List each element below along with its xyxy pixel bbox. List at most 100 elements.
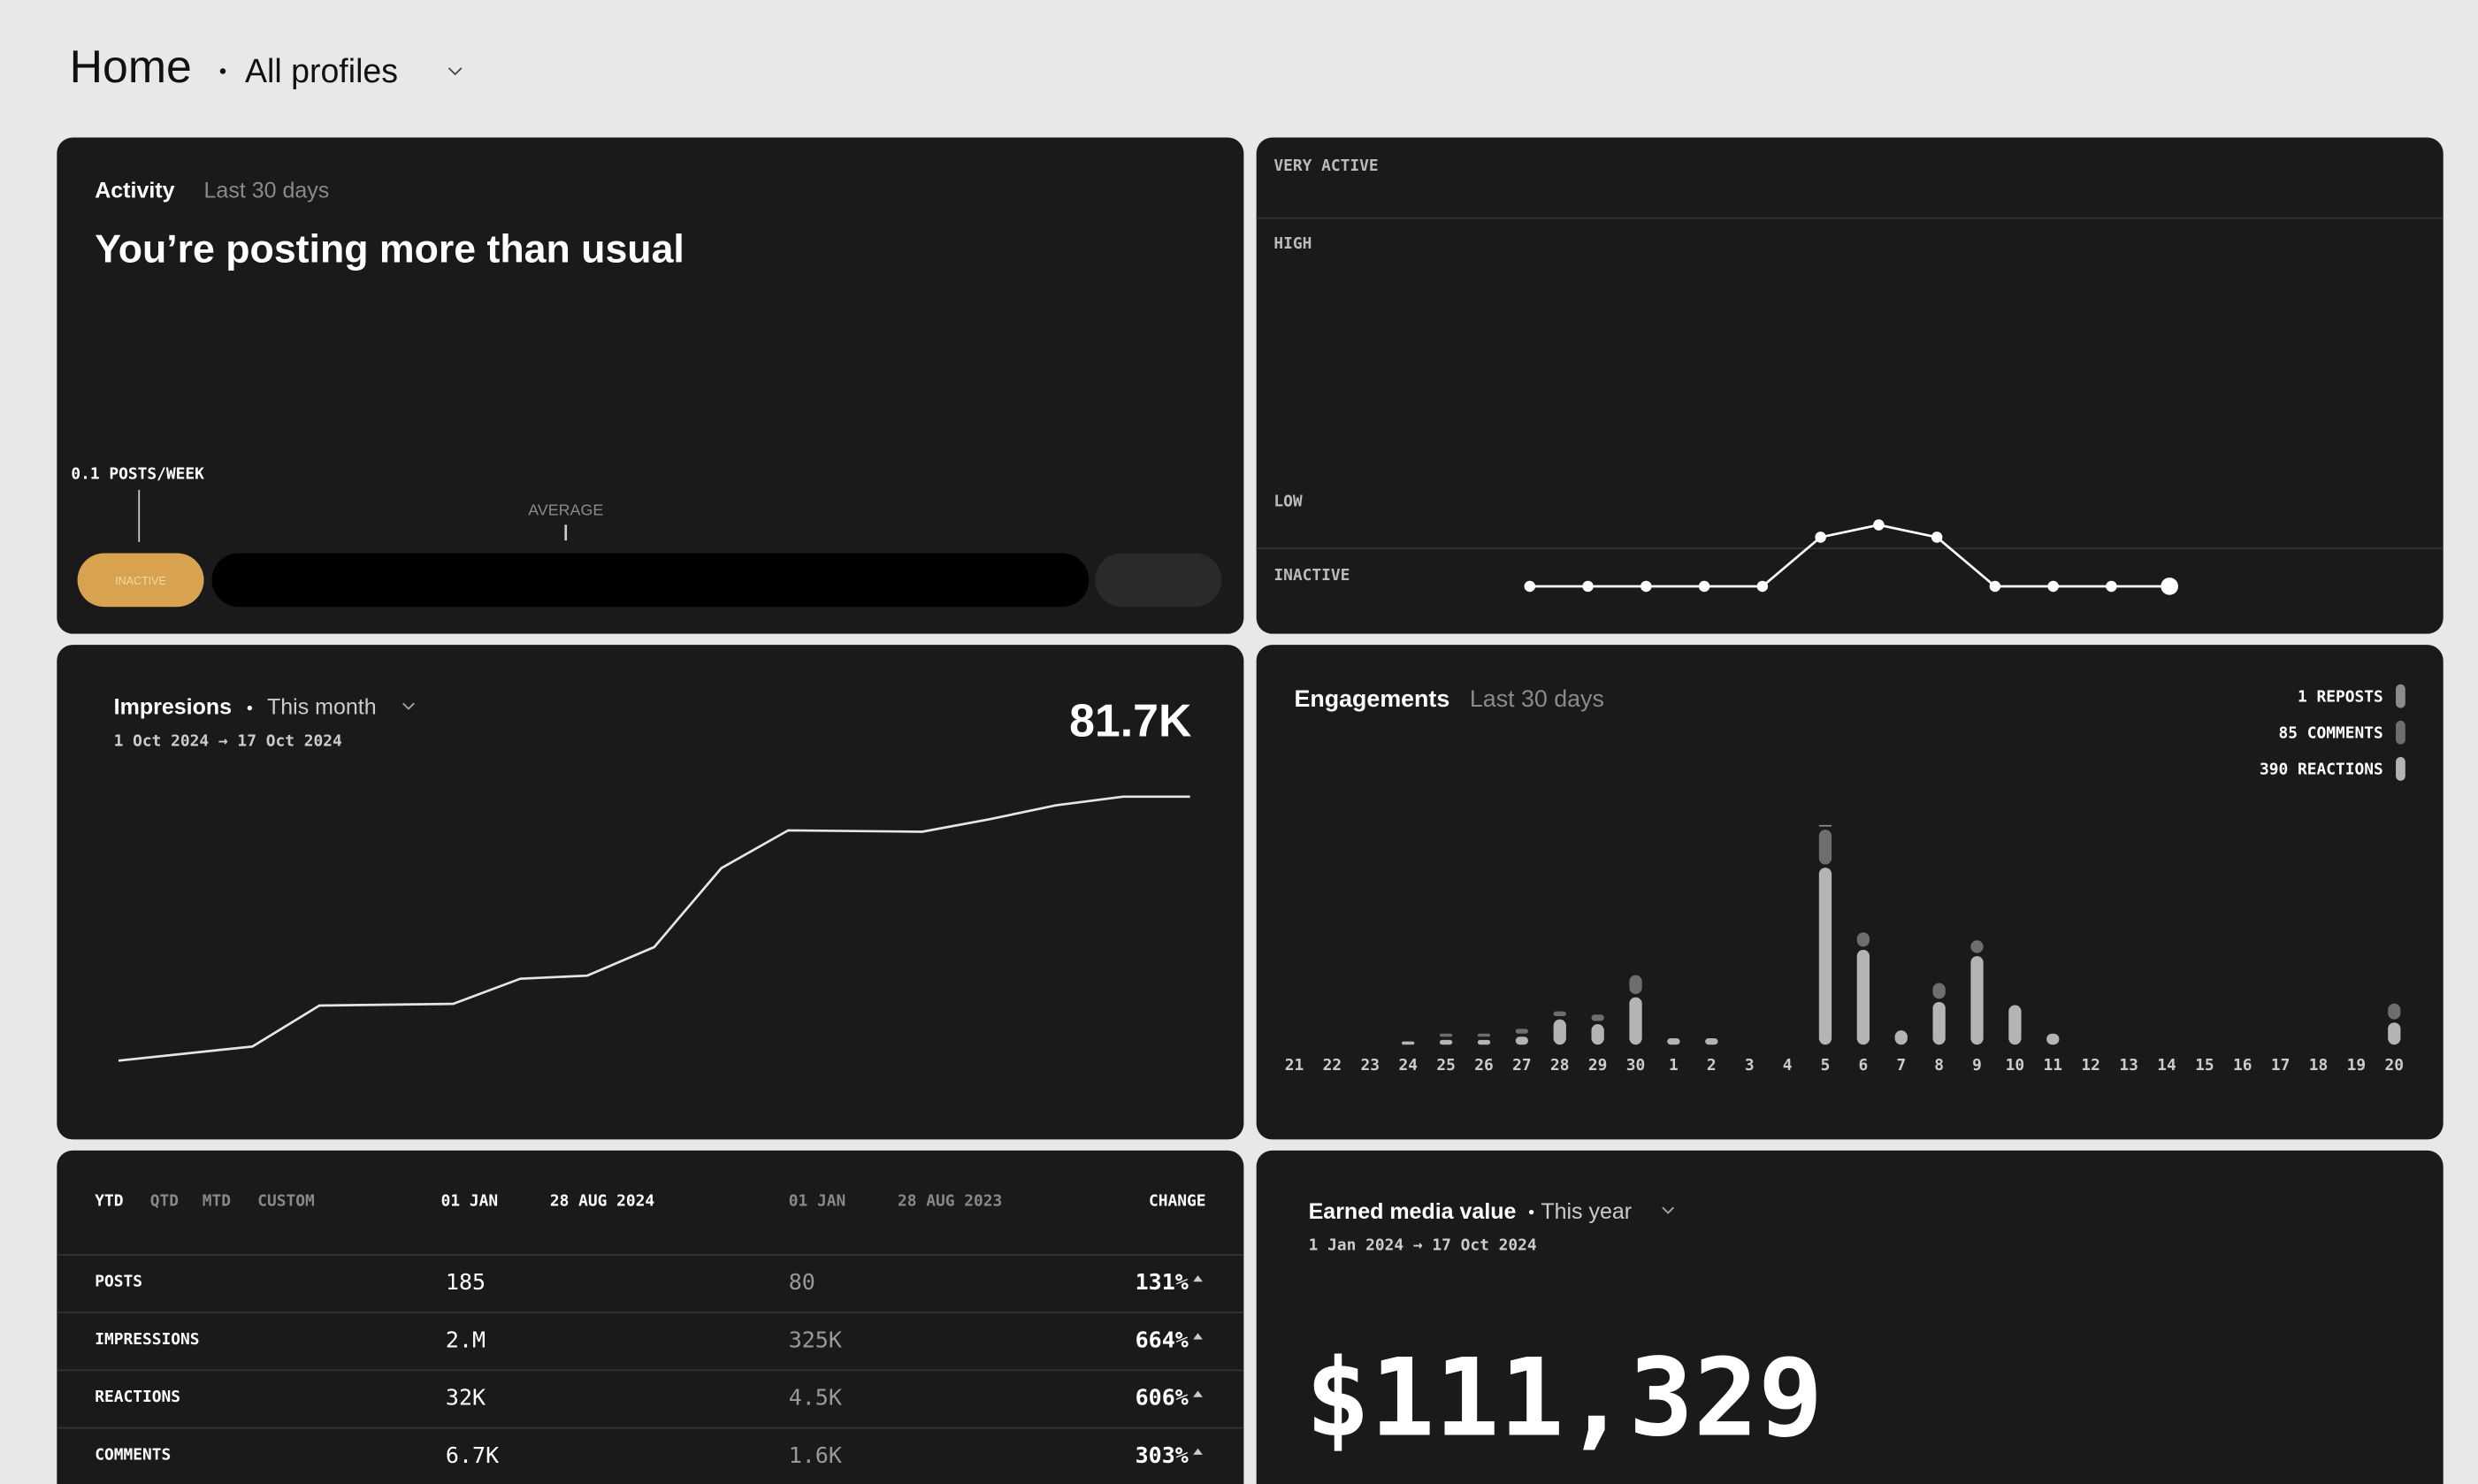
tab[interactable]: MTD — [203, 1191, 231, 1210]
x-tick-label: 2 — [1707, 1056, 1717, 1075]
bar-segment — [1402, 1041, 1415, 1045]
x-tick-label: 26 — [1474, 1056, 1494, 1075]
column-header: 01 JAN — [789, 1191, 846, 1210]
legend-label: 1 REPOSTS — [2298, 687, 2383, 706]
page-title: Home — [70, 41, 192, 92]
row-label: COMMENTS — [95, 1445, 171, 1464]
column-header: 28 AUG 2024 — [550, 1191, 654, 1210]
average-label: AVERAGE — [528, 501, 603, 519]
card-label: Activity — [95, 178, 174, 203]
profile-selector[interactable]: All profiles — [245, 52, 398, 89]
x-tick-label: 12 — [2081, 1056, 2100, 1075]
bar-segment — [1477, 1039, 1491, 1045]
bar-segment — [1818, 824, 1832, 827]
period-selector[interactable]: This year — [1541, 1199, 1632, 1224]
bar-segment — [1515, 1029, 1529, 1034]
column-header: 28 AUG 2023 — [898, 1191, 1002, 1210]
bar-segment — [1629, 975, 1642, 995]
card-period: Last 30 days — [204, 178, 330, 203]
up-arrow — [1193, 1448, 1203, 1455]
legend-swatch — [2396, 720, 2405, 745]
activity-point — [2161, 578, 2179, 595]
separator — [219, 68, 226, 74]
x-tick-label: 10 — [2006, 1056, 2025, 1075]
y-tick-label: VERY ACTIVE — [1273, 157, 1378, 175]
bar-segment — [1932, 983, 1946, 999]
emv-title: Earned media value — [1309, 1199, 1517, 1224]
tab[interactable]: YTD — [95, 1191, 123, 1210]
x-tick-label: 9 — [1972, 1056, 1982, 1075]
impressions-line — [118, 795, 1190, 1062]
bar-segment — [1477, 1033, 1491, 1037]
x-tick-label: 5 — [1821, 1056, 1831, 1075]
cell: 2.M — [446, 1327, 486, 1352]
chart-title: Engagements — [1295, 685, 1450, 712]
separator — [1528, 1209, 1534, 1215]
change: 131% — [1136, 1269, 1189, 1295]
bar-segment — [2388, 1003, 2401, 1020]
emv-card — [1256, 1150, 2444, 1484]
bar-segment — [1894, 1030, 1908, 1045]
x-tick-label: 29 — [1588, 1056, 1608, 1075]
x-tick-label: 14 — [2157, 1056, 2176, 1075]
bar-segment — [1629, 997, 1642, 1045]
change: 664% — [1136, 1327, 1189, 1352]
bar-segment — [1667, 1038, 1680, 1045]
x-tick-label: 27 — [1512, 1056, 1532, 1075]
bar-segment — [1705, 1038, 1718, 1045]
up-arrow — [1193, 1275, 1203, 1282]
chevron — [402, 702, 415, 710]
y-tick-label: INACTIVE — [1273, 566, 1350, 585]
activity-line — [1529, 524, 2170, 588]
activity-point — [2047, 580, 2059, 593]
legend-label: 390 REACTIONS — [2260, 761, 2383, 779]
legend-swatch — [2396, 684, 2405, 708]
x-tick-label: 30 — [1626, 1056, 1646, 1075]
x-tick-label: 13 — [2119, 1056, 2138, 1075]
headline: You’re posting more than usual — [95, 228, 685, 272]
bar-segment — [2388, 1022, 2401, 1045]
x-tick-label: 22 — [1323, 1056, 1342, 1075]
bar-segment — [1970, 940, 1984, 953]
engagements-card — [1256, 645, 2444, 1140]
bar-segment — [1856, 932, 1870, 947]
activity-point — [1582, 580, 1594, 593]
activity-point — [1989, 580, 2001, 593]
row-label: IMPRESSIONS — [95, 1330, 199, 1349]
column-header: CHANGE — [1149, 1191, 1206, 1210]
x-tick-label: 3 — [1745, 1056, 1755, 1075]
chart-subtitle: 1 Oct 2024 → 17 Oct 2024 — [114, 731, 342, 750]
x-tick-label: 17 — [2271, 1056, 2291, 1075]
tab[interactable]: CUSTOM — [257, 1191, 315, 1210]
x-tick-label: 21 — [1285, 1056, 1304, 1075]
activity-point — [1873, 519, 1885, 531]
y-tick-label: LOW — [1273, 493, 1303, 511]
cell: 1.6K — [789, 1442, 842, 1468]
bar-segment — [1591, 1023, 1604, 1045]
bar-segment — [1439, 1033, 1453, 1037]
activity-card — [57, 137, 1244, 634]
change: 303% — [1136, 1442, 1189, 1468]
bar-segment — [1515, 1037, 1529, 1045]
activity-chart-card — [1256, 137, 2444, 634]
x-tick-label: 19 — [2347, 1056, 2367, 1075]
tab[interactable]: QTD — [150, 1191, 179, 1210]
row-label: POSTS — [95, 1273, 142, 1291]
level-label: INACTIVE — [115, 575, 166, 587]
cell: 325K — [789, 1327, 842, 1352]
level-pill — [77, 553, 204, 608]
impressions-card — [57, 645, 1244, 1140]
level-track — [211, 553, 1090, 608]
activity-point — [1524, 580, 1536, 593]
period-selector[interactable]: This month — [267, 695, 377, 720]
x-tick-label: 23 — [1361, 1056, 1380, 1075]
legend-swatch — [2396, 756, 2405, 781]
x-tick-label: 11 — [2044, 1056, 2063, 1075]
activity-point — [1698, 580, 1710, 593]
bar-segment — [1970, 956, 1984, 1045]
up-arrow — [1193, 1333, 1203, 1340]
bar-segment — [2046, 1033, 2060, 1045]
x-tick-label: 1 — [1669, 1056, 1679, 1075]
cell: 185 — [446, 1269, 486, 1295]
